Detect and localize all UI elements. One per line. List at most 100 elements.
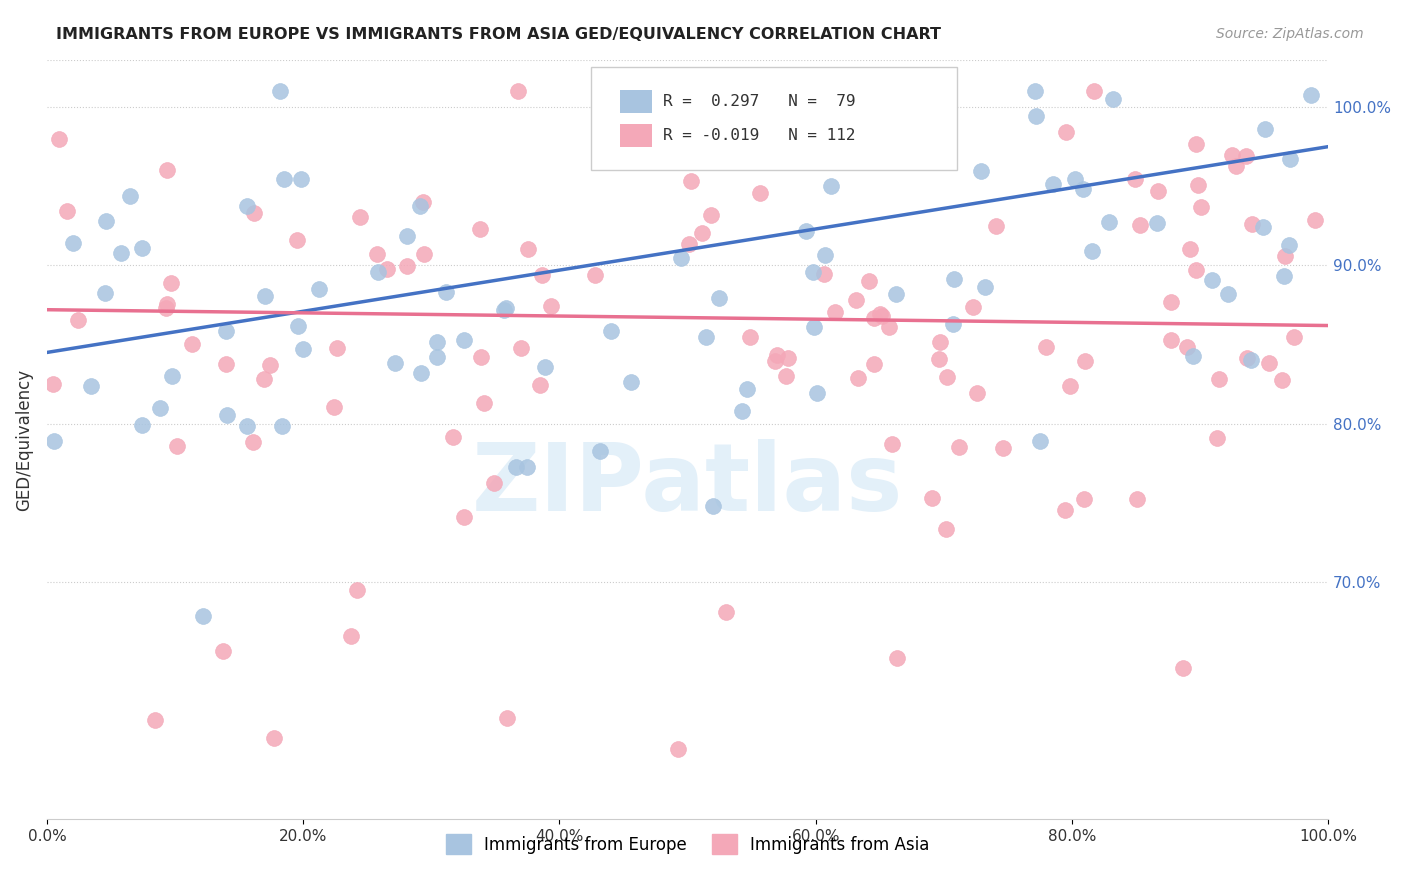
Point xyxy=(323,400,346,414)
Point xyxy=(1024,84,1046,98)
Point xyxy=(884,286,907,301)
Point xyxy=(943,272,966,286)
Y-axis label: GED/Equivalency: GED/Equivalency xyxy=(15,368,32,510)
Point xyxy=(1278,152,1301,166)
Point xyxy=(1083,84,1105,98)
Point xyxy=(1305,213,1327,227)
Point xyxy=(1063,172,1085,186)
Point xyxy=(1146,216,1168,230)
Point xyxy=(42,377,65,392)
Point xyxy=(273,172,295,186)
Legend: Immigrants from Europe, Immigrants from Asia: Immigrants from Europe, Immigrants from … xyxy=(436,824,939,864)
Point xyxy=(540,299,562,313)
Point xyxy=(1123,171,1146,186)
Point xyxy=(1282,329,1305,343)
Point xyxy=(1160,294,1182,309)
Point xyxy=(766,348,789,362)
Point xyxy=(1185,137,1208,152)
Point xyxy=(814,248,837,262)
Point xyxy=(395,229,418,244)
Point xyxy=(589,444,612,458)
Point xyxy=(966,386,988,401)
Point xyxy=(922,114,945,128)
Point xyxy=(794,224,817,238)
Point xyxy=(1035,340,1057,354)
Point xyxy=(484,476,506,491)
Point xyxy=(775,369,797,384)
Point xyxy=(263,731,285,745)
Point xyxy=(695,330,717,344)
Point xyxy=(495,301,517,316)
Point xyxy=(671,251,693,265)
Point xyxy=(921,491,943,505)
Point xyxy=(340,629,363,643)
Point xyxy=(193,608,215,623)
FancyBboxPatch shape xyxy=(620,90,651,112)
Point xyxy=(55,204,77,219)
Point xyxy=(534,359,557,374)
Point xyxy=(801,265,824,279)
Point xyxy=(1129,218,1152,232)
Point xyxy=(599,324,621,338)
Point xyxy=(1254,121,1277,136)
FancyBboxPatch shape xyxy=(620,124,651,147)
Text: R =  0.297   N =  79: R = 0.297 N = 79 xyxy=(664,94,856,109)
Point xyxy=(1216,286,1239,301)
Point xyxy=(1234,149,1257,163)
Point xyxy=(690,227,713,241)
Point xyxy=(858,274,880,288)
Point xyxy=(149,401,172,416)
Point xyxy=(166,439,188,453)
Point xyxy=(870,309,893,323)
Point xyxy=(1071,182,1094,196)
Point xyxy=(1187,178,1209,192)
Point xyxy=(1098,215,1121,229)
Point xyxy=(1274,249,1296,263)
Point xyxy=(1208,372,1230,386)
Point xyxy=(820,179,842,194)
Point xyxy=(215,357,238,371)
Point xyxy=(472,396,495,410)
Point xyxy=(700,208,723,222)
Point xyxy=(453,509,475,524)
Point xyxy=(936,370,959,384)
Point xyxy=(737,382,759,396)
Point xyxy=(217,408,239,422)
Point xyxy=(375,262,398,277)
Point xyxy=(929,334,952,349)
Point xyxy=(928,352,950,367)
Text: IMMIGRANTS FROM EUROPE VS IMMIGRANTS FROM ASIA GED/EQUIVALENCY CORRELATION CHART: IMMIGRANTS FROM EUROPE VS IMMIGRANTS FRO… xyxy=(56,27,941,42)
Point xyxy=(492,303,515,318)
Point xyxy=(813,268,835,282)
Point xyxy=(1059,379,1081,393)
Point xyxy=(1258,356,1281,370)
Point xyxy=(1278,237,1301,252)
Point xyxy=(212,644,235,658)
Point xyxy=(1073,491,1095,506)
Point xyxy=(679,174,702,188)
Point xyxy=(259,359,281,373)
Point xyxy=(395,259,418,273)
Point xyxy=(434,285,457,299)
Point xyxy=(948,440,970,454)
Point xyxy=(160,369,183,384)
Point xyxy=(1182,349,1205,363)
Point xyxy=(67,313,90,327)
Point xyxy=(620,375,643,389)
Point xyxy=(970,164,993,178)
Point xyxy=(886,650,908,665)
Point xyxy=(214,324,236,338)
Point xyxy=(346,582,368,597)
Point xyxy=(254,289,277,303)
Point xyxy=(709,291,731,305)
Point xyxy=(1054,502,1077,516)
Point xyxy=(863,357,886,371)
Point xyxy=(506,84,529,98)
Point xyxy=(1025,109,1047,123)
Text: R = -0.019   N = 112: R = -0.019 N = 112 xyxy=(664,128,856,143)
Point xyxy=(1178,242,1201,256)
Point xyxy=(120,189,142,203)
Point xyxy=(585,268,607,282)
Point xyxy=(409,199,432,213)
Point xyxy=(1056,125,1078,139)
